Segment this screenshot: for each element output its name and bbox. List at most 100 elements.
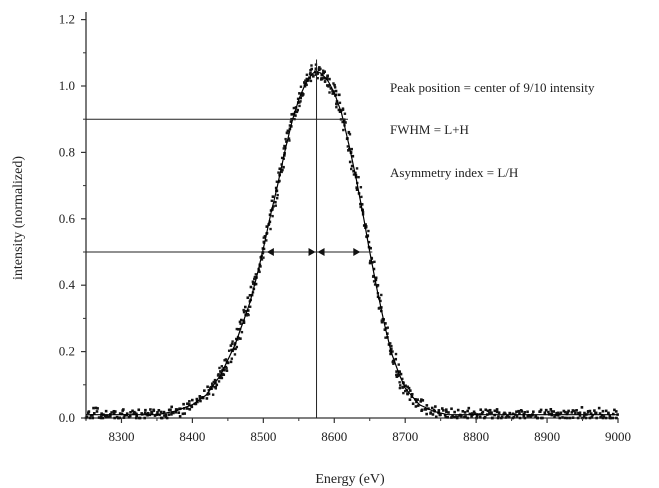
data-point xyxy=(177,411,181,414)
data-point xyxy=(316,76,319,80)
data-point xyxy=(522,414,526,418)
data-point xyxy=(571,416,575,419)
data-point xyxy=(572,409,576,413)
data-point xyxy=(367,240,371,244)
data-point xyxy=(280,170,283,174)
data-point xyxy=(406,385,409,388)
data-point xyxy=(348,160,352,164)
data-point xyxy=(536,416,540,420)
data-point xyxy=(453,410,456,414)
data-point xyxy=(402,391,405,395)
data-point xyxy=(337,108,341,112)
data-point xyxy=(538,410,542,413)
data-point xyxy=(602,415,606,418)
annotation-asymmetry-index: Asymmetry index = L/H xyxy=(390,165,518,180)
data-point xyxy=(370,257,374,260)
data-point xyxy=(205,397,209,400)
data-point xyxy=(196,400,199,404)
data-point xyxy=(372,267,376,271)
data-point xyxy=(583,411,586,415)
x-tick-label: 8300 xyxy=(108,429,134,444)
data-point xyxy=(369,259,372,263)
data-point xyxy=(313,70,317,74)
data-points xyxy=(84,63,619,420)
data-point xyxy=(550,410,554,413)
data-point xyxy=(181,412,185,416)
data-point xyxy=(319,67,322,71)
data-point xyxy=(258,270,261,274)
data-point xyxy=(223,359,226,362)
data-point xyxy=(152,409,156,412)
data-point xyxy=(138,416,142,420)
data-point xyxy=(206,385,209,389)
data-point xyxy=(244,305,247,309)
data-point xyxy=(390,347,393,351)
data-point xyxy=(262,256,265,259)
data-point xyxy=(461,409,465,413)
data-point xyxy=(233,353,237,356)
y-tick-label: 0.2 xyxy=(59,344,75,359)
data-point xyxy=(478,416,482,419)
data-point xyxy=(580,406,584,409)
data-point xyxy=(351,154,355,158)
data-point xyxy=(199,399,202,403)
data-point xyxy=(468,412,472,416)
data-point xyxy=(439,413,442,417)
data-point xyxy=(410,392,414,396)
data-point xyxy=(132,412,135,416)
data-point xyxy=(296,108,299,112)
data-point xyxy=(182,402,185,406)
data-point xyxy=(359,205,362,209)
data-point xyxy=(519,409,523,412)
data-point xyxy=(224,358,228,361)
x-tick-label: 9000 xyxy=(605,429,631,444)
data-point xyxy=(306,79,310,82)
data-point xyxy=(392,361,396,364)
data-point xyxy=(566,411,570,414)
data-point xyxy=(227,349,231,352)
y-tick-label: 1.0 xyxy=(59,78,75,93)
data-point xyxy=(599,416,602,419)
data-point xyxy=(588,409,592,413)
data-point xyxy=(274,186,278,190)
data-point xyxy=(372,280,376,283)
data-point xyxy=(112,409,116,413)
data-point xyxy=(238,320,242,324)
data-point xyxy=(452,415,456,419)
data-point xyxy=(490,411,493,415)
data-point xyxy=(235,345,239,349)
data-point xyxy=(103,414,107,418)
data-point xyxy=(342,128,345,132)
data-point xyxy=(517,409,520,413)
data-point xyxy=(131,409,134,413)
data-point xyxy=(323,70,326,74)
data-point xyxy=(310,64,313,67)
data-point xyxy=(201,396,205,400)
annotation-peak-position: Peak position = center of 9/10 intensity xyxy=(390,80,595,95)
data-point xyxy=(568,416,572,420)
data-point xyxy=(318,66,321,69)
data-point xyxy=(614,410,618,413)
data-point xyxy=(389,351,393,355)
data-point xyxy=(282,165,285,169)
data-point xyxy=(274,200,277,204)
data-point xyxy=(470,414,473,418)
data-point xyxy=(420,408,424,412)
data-point xyxy=(608,414,612,418)
data-point xyxy=(109,414,112,418)
y-tick-label: 0.0 xyxy=(59,410,75,425)
data-point xyxy=(299,96,303,100)
data-point xyxy=(157,409,161,412)
data-point xyxy=(218,366,221,370)
data-point xyxy=(495,408,499,411)
data-point xyxy=(397,363,400,366)
data-point xyxy=(549,408,553,411)
data-point xyxy=(559,411,563,415)
data-point xyxy=(341,108,345,111)
data-point xyxy=(414,405,418,408)
data-point xyxy=(526,410,529,414)
data-point xyxy=(220,365,224,368)
data-point xyxy=(430,406,434,410)
data-point xyxy=(225,369,229,372)
data-point xyxy=(486,409,490,413)
